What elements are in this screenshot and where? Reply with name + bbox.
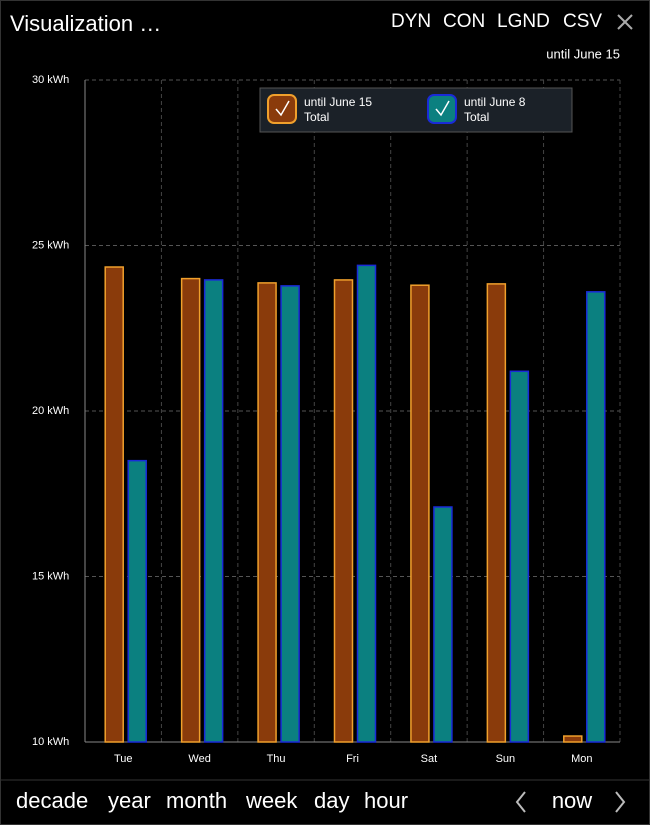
period-button[interactable]: year (108, 788, 151, 813)
bar[interactable] (104, 266, 124, 743)
period-button[interactable]: month (166, 788, 227, 813)
prev-arrow[interactable] (515, 791, 526, 813)
bar[interactable] (203, 279, 224, 743)
header-button[interactable]: CSV (563, 11, 602, 32)
bar[interactable] (509, 370, 530, 743)
legend-sublabel: Total (464, 110, 489, 124)
chart: 10 kWh 15 kWh 20 kWh 25 kWh 30 kWh Tue Wed Thu F… (32, 74, 621, 765)
y-tick-label: 30 kWh (32, 74, 69, 86)
header-button[interactable]: LGND (497, 11, 550, 32)
x-tick-label: Mon (571, 753, 592, 765)
y-tick-label: 20 kWh (32, 405, 69, 417)
period-button[interactable]: decade (16, 788, 88, 813)
bar[interactable] (486, 283, 507, 743)
header-button[interactable]: CON (443, 11, 485, 32)
x-tick-label: Thu (267, 753, 286, 765)
legend-box (259, 87, 573, 133)
period-nav: decade year month week day hour (16, 788, 408, 813)
bar[interactable] (410, 284, 430, 743)
legend-swatch[interactable] (267, 94, 297, 124)
bar[interactable] (433, 506, 453, 743)
bar[interactable] (586, 291, 606, 743)
bar[interactable] (333, 279, 354, 743)
x-tick-label: Fri (346, 753, 359, 765)
bar[interactable] (280, 285, 300, 743)
x-tick-label: Sat (421, 753, 438, 765)
legend-sublabel: Total (304, 110, 329, 124)
x-tick-label: Sun (496, 753, 516, 765)
legend-label[interactable]: until June 15 (304, 95, 372, 109)
subtitle: until June 15 (546, 46, 620, 61)
bar[interactable] (257, 282, 277, 743)
y-tick-label: 15 kWh (32, 570, 69, 582)
period-button[interactable]: week (245, 788, 298, 813)
x-tick-label: Wed (188, 753, 210, 765)
header-buttons: DYN CON LGND CSV (391, 11, 602, 32)
y-tick-label: 25 kWh (32, 239, 69, 251)
period-button[interactable]: day (314, 788, 349, 813)
bar[interactable] (127, 459, 147, 743)
close-button[interactable] (617, 14, 633, 30)
next-arrow[interactable] (615, 791, 626, 813)
legend-label[interactable]: until June 8 (464, 95, 526, 109)
y-tick-label: 10 kWh (32, 736, 69, 748)
header-button[interactable]: DYN (391, 11, 431, 32)
now-button[interactable]: now (552, 788, 592, 813)
x-tick-label: Tue (114, 753, 133, 765)
period-button[interactable]: hour (364, 788, 408, 813)
window-title: Visualization … (10, 11, 161, 36)
legend-check (435, 100, 450, 117)
bar[interactable] (563, 735, 583, 743)
bar[interactable] (180, 277, 201, 743)
legend-check (275, 100, 290, 117)
bar[interactable] (356, 264, 377, 743)
legend-swatch[interactable] (427, 94, 457, 124)
